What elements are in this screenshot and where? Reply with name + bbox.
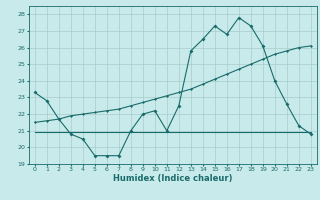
- X-axis label: Humidex (Indice chaleur): Humidex (Indice chaleur): [113, 174, 233, 183]
